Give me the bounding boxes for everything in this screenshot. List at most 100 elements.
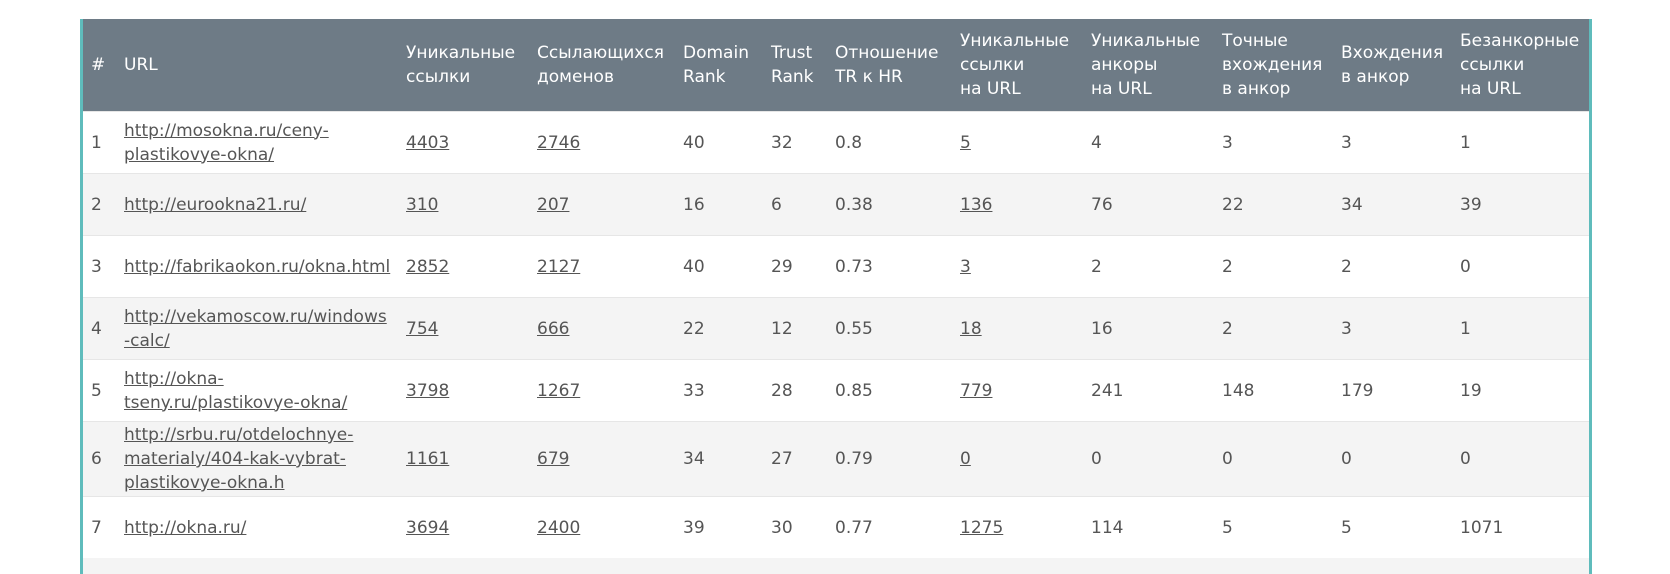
table-body: 1 http://mosokna.ru/ceny-plastikovye-okna… [83,111,1589,558]
count-link[interactable]: 1161 [406,449,450,469]
count-link[interactable]: 5 [960,132,971,153]
table-cell: 39 [1452,173,1589,236]
count-link[interactable]: 4403 [406,132,450,153]
count-link[interactable]: 679 [537,449,570,469]
count-link[interactable]: 0 [960,449,971,469]
table-cell: 4403 [398,111,529,174]
table-cell: 29 [763,235,827,298]
table-cell: 76 [1083,173,1214,236]
table-cell: 754 [398,297,529,360]
table-cell: 16 [1083,297,1214,360]
count-link[interactable]: 2746 [537,132,581,153]
table-row: 4 http://vekamoscow.ru/windows-calc/754 66… [83,297,1589,360]
table-cell: 34 [1333,173,1452,236]
count-link[interactable]: 1267 [537,380,581,401]
table-cell: 3 [83,235,116,298]
table-cell: 114 [1083,496,1214,558]
table-cell: 2 [1083,235,1214,298]
table-cell: 39 [675,496,763,558]
table-header: # URL Уникальные ссылки Ссылающихся доменов… [83,19,1589,112]
table-row: 1 http://mosokna.ru/ceny-plastikovye-okna… [83,111,1589,174]
table-cell: 207 [529,173,675,236]
table-cell: 3 [1333,297,1452,360]
count-link[interactable]: 2400 [537,517,581,538]
table-cell: 0 [1333,421,1452,497]
column-header: # [83,19,116,112]
url-link[interactable]: http://eurookna21.ru/ [124,194,307,215]
table-cell: http://okna.ru/ [116,496,398,558]
table-cell: 2852 [398,235,529,298]
table-cell: 19 [1452,359,1589,422]
table-cell: 7 [83,496,116,558]
table-cell: 3 [1333,111,1452,174]
count-link[interactable]: 3 [960,256,971,277]
table-cell: 3798 [398,359,529,422]
count-link[interactable]: 207 [537,194,570,215]
table-cell: 6 [763,173,827,236]
table-cell: 136 [952,173,1083,236]
column-header: Уникальные ссылки на URL [952,19,1083,112]
count-link[interactable]: 754 [406,318,439,339]
table-cell: 4 [83,297,116,360]
table-cell: 28 [763,359,827,422]
table-cell: 0 [1214,421,1333,497]
url-link[interactable]: http://srbu.ru/otdelochnye-materialy/404… [124,425,354,493]
count-link[interactable]: 310 [406,194,439,215]
table-cell: 22 [1214,173,1333,236]
table-cell: 310 [398,173,529,236]
table-cell: 0.38 [827,173,952,236]
count-link[interactable]: 1275 [960,517,1004,538]
table-cell: 32 [763,111,827,174]
url-link[interactable]: http://okna-tseny.ru/plastikovye-okna/ [124,368,348,413]
column-header: Точные вхождения в анкор [1214,19,1333,112]
count-link[interactable]: 3694 [406,517,450,538]
table-cell: 1071 [1452,496,1589,558]
table-cell: 0 [1083,421,1214,497]
table-row: 3 http://fabrikaokon.ru/okna.html 2852 2127… [83,235,1589,298]
column-header: Безанкорные ссылки на URL [1452,19,1589,112]
count-link[interactable]: 3798 [406,380,450,401]
table-cell: 0.85 [827,359,952,422]
table-row: 6 http://srbu.ru/otdelochnye-materialy/40… [83,421,1589,497]
table-cell: 1 [1452,297,1589,360]
table-cell: http://srbu.ru/otdelochnye-materialy/404… [116,421,398,497]
count-link[interactable]: 2127 [537,256,581,277]
table-cell: 1 [83,111,116,174]
table-cell: 241 [1083,359,1214,422]
table-cell: 0 [1452,421,1589,497]
url-link[interactable]: http://fabrikaokon.ru/okna.html [124,256,391,277]
table-cell: 0.55 [827,297,952,360]
table-cell: 1267 [529,359,675,422]
table-cell: 5 [1333,496,1452,558]
url-link[interactable]: http://vekamoscow.ru/windows-calc/ [124,306,387,351]
table-cell: 27 [763,421,827,497]
url-link[interactable]: http://okna.ru/ [124,517,247,538]
url-link[interactable]: http://mosokna.ru/ceny-plastikovye-okna/ [124,120,329,165]
table-cell: 0.8 [827,111,952,174]
table-cell: 5 [952,111,1083,174]
table-cell: 4 [1083,111,1214,174]
count-link[interactable]: 779 [960,380,993,401]
count-link[interactable]: 2852 [406,256,450,277]
table-cell: 2 [1214,297,1333,360]
links-table: # URL Уникальные ссылки Ссылающихся доменов… [83,19,1589,558]
table-cell: 1275 [952,496,1083,558]
table-cell: 0.77 [827,496,952,558]
count-link[interactable]: 136 [960,194,993,215]
table-cell: 5 [1214,496,1333,558]
table-cell: 0.79 [827,421,952,497]
table-cell: 2 [1333,235,1452,298]
table-cell: 666 [529,297,675,360]
table-cell: 12 [763,297,827,360]
table-cell: 2746 [529,111,675,174]
table-container: # URL Уникальные ссылки Ссылающихся доменов… [80,19,1592,574]
table-cell: 40 [675,235,763,298]
count-link[interactable]: 18 [960,318,982,339]
table-row: 7 http://okna.ru/3694 2400 39 30 0.77 1275 114 5… [83,496,1589,558]
table-cell: 34 [675,421,763,497]
table-cell: 3694 [398,496,529,558]
count-link[interactable]: 666 [537,318,570,339]
table-cell: 2 [1214,235,1333,298]
table-cell: 40 [675,111,763,174]
